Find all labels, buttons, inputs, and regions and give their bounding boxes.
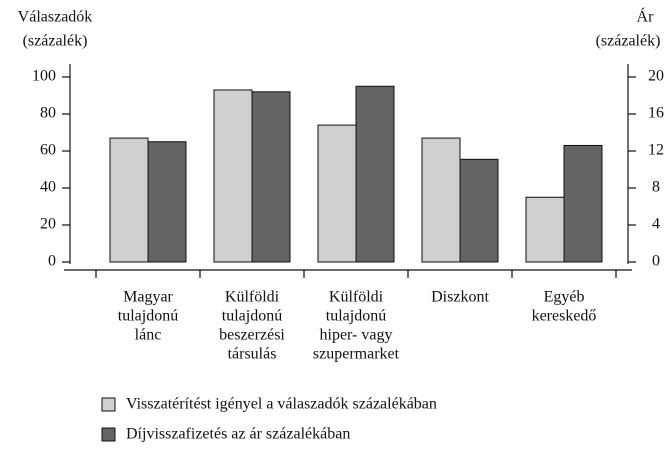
y-tick-label: 60 bbox=[40, 142, 56, 159]
bar bbox=[421, 137, 461, 263]
y-tick-label: 100 bbox=[32, 68, 56, 85]
bar bbox=[147, 141, 187, 263]
bar bbox=[317, 124, 357, 263]
y-axis-title: (százalék) bbox=[23, 33, 88, 50]
x-tick-label: Külföldi bbox=[329, 289, 384, 306]
bar bbox=[459, 158, 499, 263]
bar bbox=[355, 85, 395, 263]
y2-tick-label: 0 bbox=[652, 253, 660, 270]
bar bbox=[525, 196, 565, 263]
x-tick-label: kereskedő bbox=[532, 308, 597, 325]
x-tick-label: Diszkont bbox=[431, 289, 489, 306]
y-axis-title: Válaszadók bbox=[18, 9, 93, 26]
legend-label: Visszatérítést igényel a válaszadók száz… bbox=[126, 396, 437, 413]
x-tick-label: szupermarket bbox=[313, 346, 400, 363]
x-tick-label: Egyéb bbox=[544, 289, 585, 306]
legend-label: Díjvisszafizetés az ár százalékában bbox=[126, 426, 350, 443]
x-tick-label: tulajdonú bbox=[326, 308, 386, 325]
x-tick-label: Magyar bbox=[123, 289, 173, 306]
y2-tick-label: 8 bbox=[652, 179, 660, 196]
bar bbox=[109, 137, 149, 263]
x-tick-label: hiper- vagy bbox=[320, 327, 393, 344]
x-tick-label: Külföldi bbox=[225, 289, 280, 306]
x-tick-label: beszerzési bbox=[219, 327, 285, 344]
x-tick-label: tulajdonú bbox=[118, 308, 178, 325]
x-tick-label: tulajdonú bbox=[222, 308, 282, 325]
y2-tick-label: 4 bbox=[652, 216, 660, 233]
bar bbox=[563, 144, 603, 263]
y2-tick-label: 20 bbox=[648, 68, 664, 85]
legend-swatch bbox=[101, 397, 116, 412]
y-tick-label: 0 bbox=[48, 253, 56, 270]
x-tick-label: lánc bbox=[135, 327, 162, 344]
bar bbox=[251, 91, 291, 263]
x-tick-label: társulás bbox=[228, 346, 277, 363]
y2-tick-label: 16 bbox=[648, 105, 664, 122]
y-tick-label: 20 bbox=[40, 216, 56, 233]
legend-swatch bbox=[101, 427, 116, 442]
y-tick-label: 40 bbox=[40, 179, 56, 196]
y2-tick-label: 12 bbox=[648, 142, 664, 159]
y-tick-label: 80 bbox=[40, 105, 56, 122]
y2-axis-title: Ár bbox=[637, 7, 655, 26]
bar bbox=[213, 89, 253, 263]
y2-axis-title: (százalék) bbox=[596, 33, 661, 50]
